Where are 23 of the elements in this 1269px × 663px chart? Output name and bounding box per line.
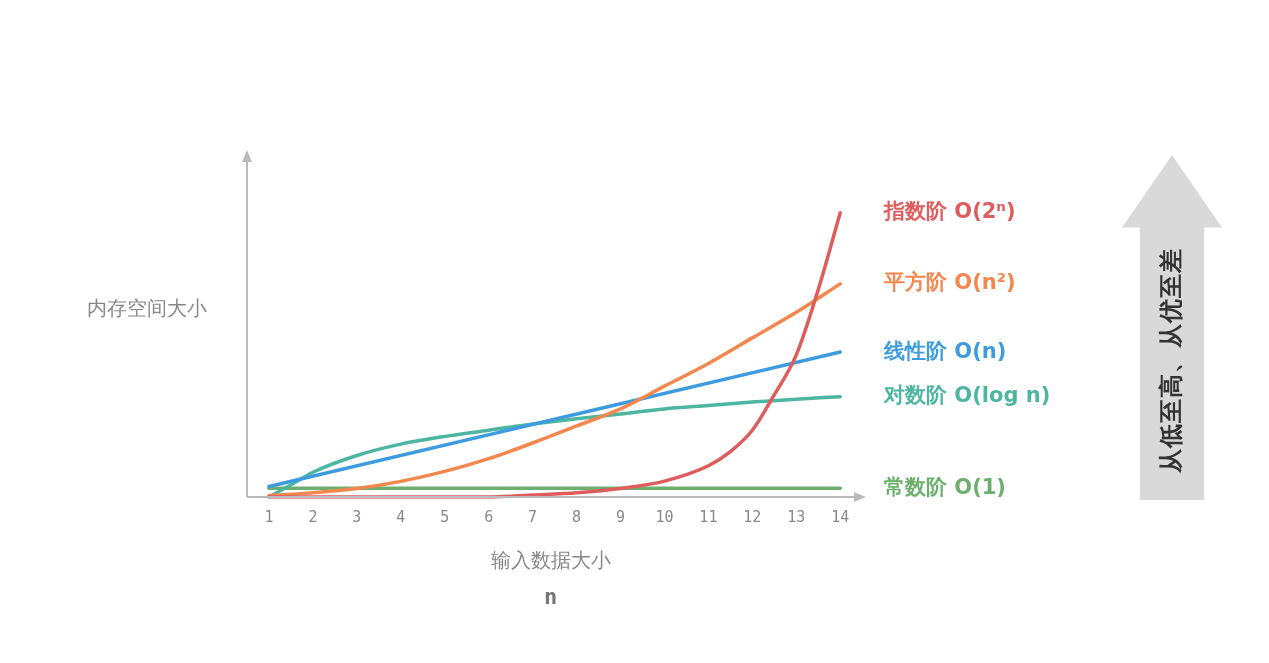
x-tick-label: 8 [572, 507, 582, 526]
text: n [543, 583, 558, 609]
text: 平方阶 O(n²) [883, 270, 1016, 295]
x-tick-label: 11 [699, 507, 718, 526]
x-tick-label: 4 [396, 507, 406, 526]
x-tick-label: 2 [308, 507, 318, 526]
x-tick-label: 13 [787, 507, 806, 526]
text: 常数阶 O(1) [884, 474, 1006, 499]
x-axis-title: 输入数据大小 [490, 548, 611, 573]
text: 指数阶 O(2ⁿ) [883, 199, 1016, 224]
x-tick-label: 1 [264, 507, 274, 526]
x-tick-label: 7 [528, 507, 538, 526]
x-tick-label: 3 [352, 507, 362, 526]
x-tick-label: 5 [440, 507, 450, 526]
y-axis-title: 内存空间大小 [87, 296, 207, 321]
x-tick-label: 12 [743, 507, 762, 526]
x-tick-label: 14 [831, 507, 850, 526]
text: 对数阶 O(log n) [883, 383, 1051, 408]
text: 线性阶 O(n) [883, 338, 1007, 363]
x-tick-label: 6 [484, 507, 494, 526]
x-tick-label: 10 [655, 507, 674, 526]
text: 从低至高、从优至差 [1156, 246, 1186, 476]
x-tick-label: 9 [616, 507, 626, 526]
